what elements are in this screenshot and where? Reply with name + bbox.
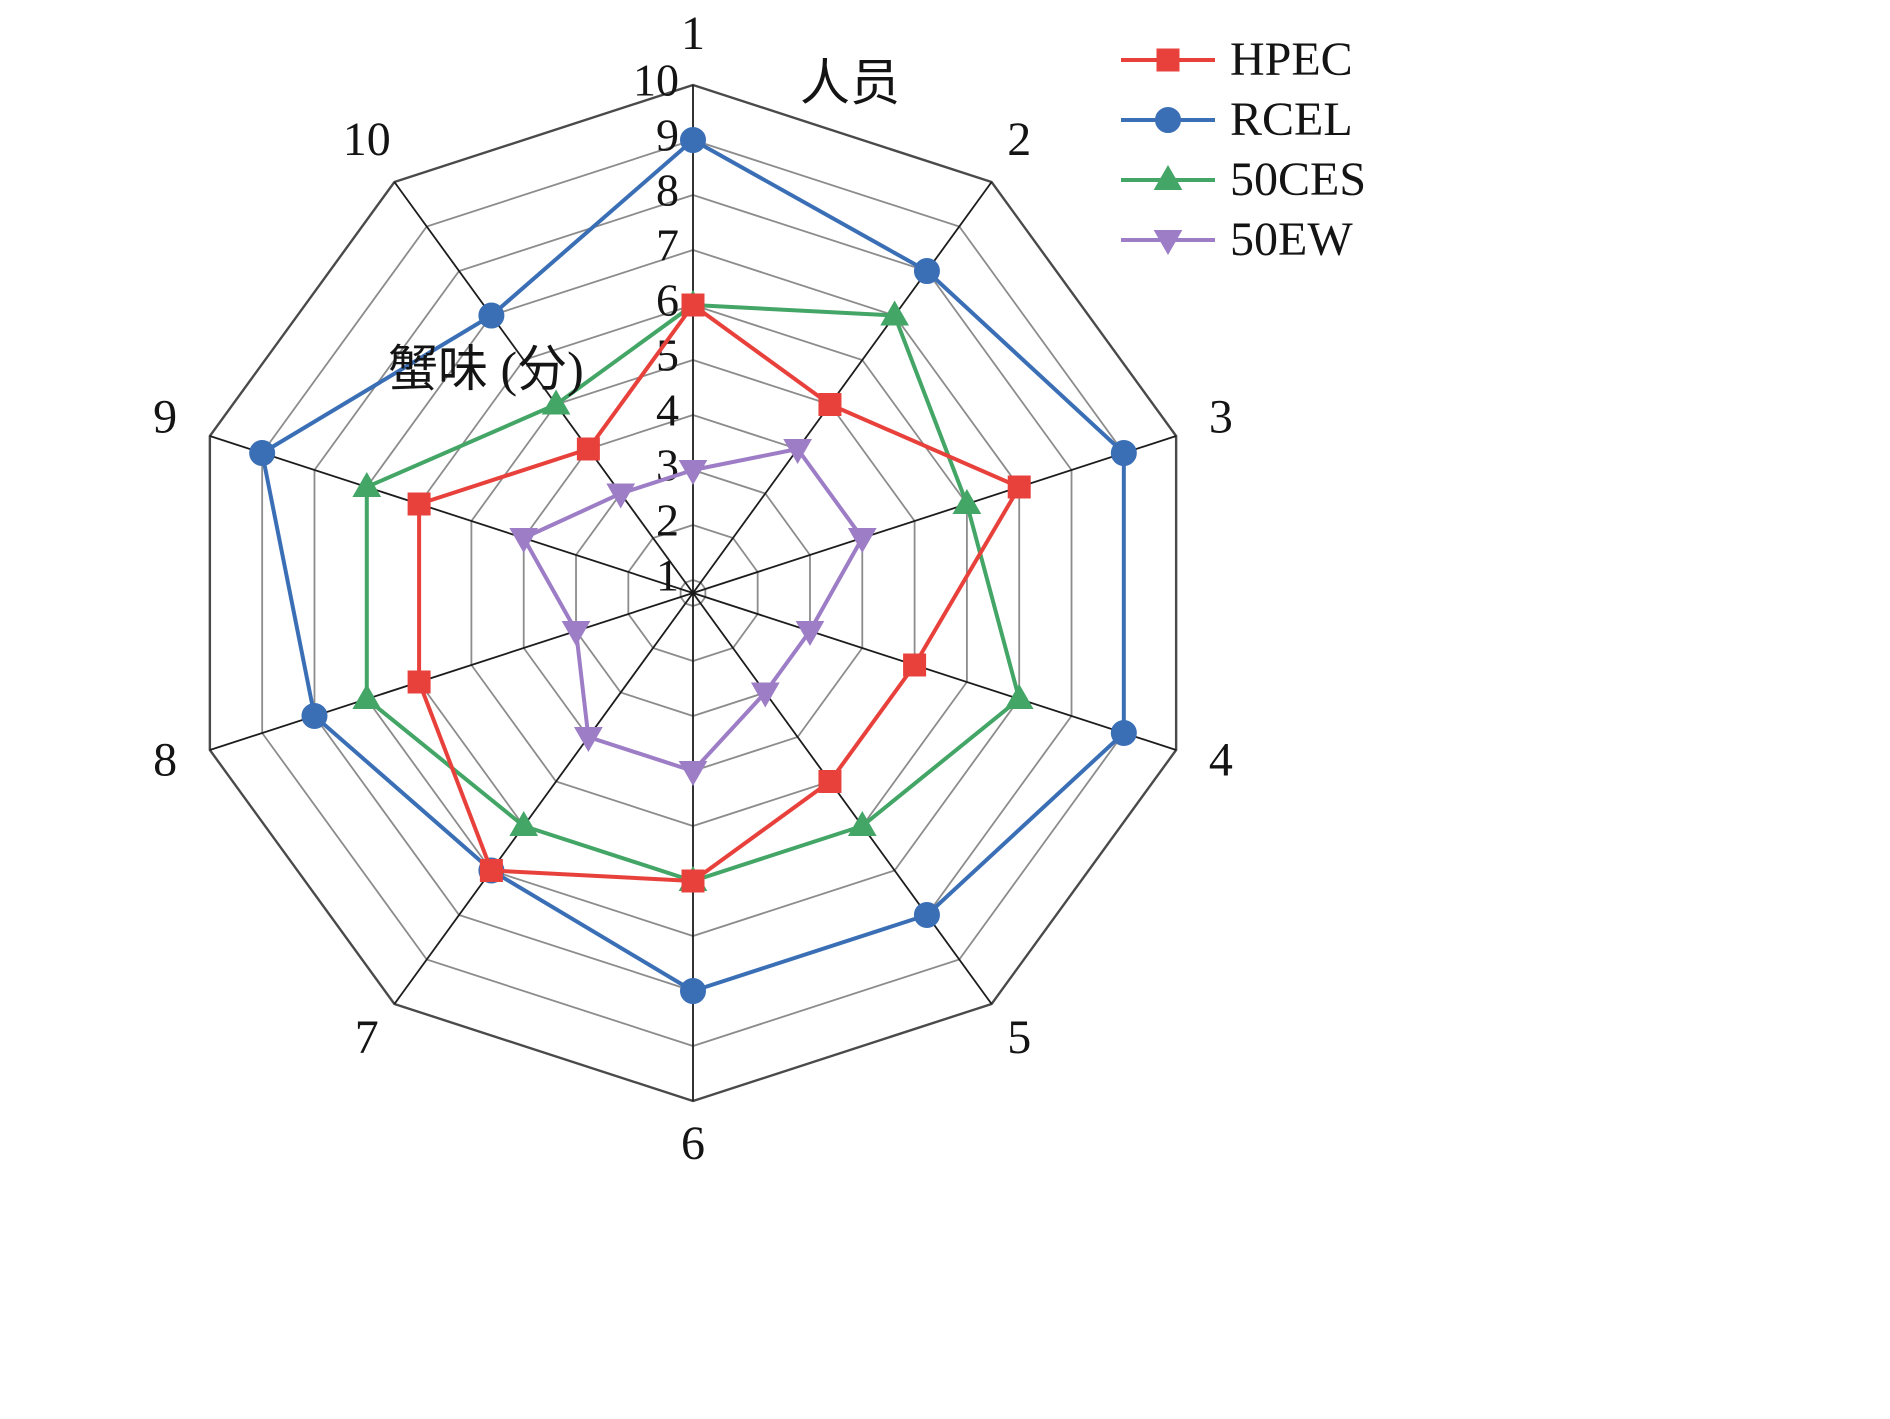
legend-label-hpec: HPEC (1230, 33, 1353, 86)
marker-RCEL-4 (1110, 719, 1137, 746)
r-tick-label-6: 6 (656, 275, 679, 326)
axis-spoke-8 (209, 592, 694, 751)
legend-item-hpec: HPEC (1118, 30, 1366, 90)
50ew-line-triangle-down-icon (1121, 230, 1215, 256)
r-tick-label-10: 10 (633, 55, 679, 106)
category-label-5: 5 (1007, 1011, 1031, 1064)
marker-RCEL-2 (913, 258, 940, 285)
category-label-6: 6 (681, 1117, 705, 1170)
marker-50CES-5 (847, 810, 877, 836)
marker-50CES-3 (952, 488, 982, 515)
axis-spoke-3 (692, 435, 1177, 594)
legend-label-50ew: 50EW (1230, 213, 1353, 266)
category-label-9: 9 (153, 391, 177, 444)
r-tick-label-8: 8 (656, 165, 679, 216)
marker-HPEC-3 (1007, 475, 1031, 499)
marker-RCEL-10 (478, 302, 505, 329)
50CES-legend-marker-icon (1153, 164, 1183, 190)
marker-HPEC-5 (818, 770, 842, 794)
marker-HPEC-9 (407, 492, 431, 516)
radial-axis-title: 蟹味 (分) (388, 341, 584, 397)
legend-item-50ew: 50EW (1118, 210, 1366, 270)
legend-label-50ces: 50CES (1230, 153, 1367, 206)
marker-50EW-6 (678, 761, 708, 787)
legend-item-50ces: 50CES (1118, 150, 1366, 210)
r-tick-label-5: 5 (656, 330, 679, 381)
marker-HPEC-2 (818, 392, 842, 416)
marker-HPEC-10 (576, 437, 600, 461)
marker-50EW-9 (509, 527, 539, 553)
axis-spoke-4 (692, 592, 1177, 751)
HPEC-legend-marker-icon (1156, 48, 1180, 72)
axis-spoke-2 (692, 181, 993, 594)
marker-50CES-4 (1004, 683, 1034, 709)
marker-HPEC-6 (681, 869, 705, 893)
marker-50EW-4 (795, 621, 825, 647)
axis-spoke-7 (393, 592, 694, 1005)
r-tick-label-9: 9 (656, 110, 679, 161)
marker-50CES-10 (541, 389, 571, 415)
r-tick-label-4: 4 (656, 385, 679, 436)
marker-50EW-2 (783, 438, 812, 464)
marker-50EW-1 (678, 460, 708, 486)
marker-RCEL-9 (249, 440, 276, 467)
legend-label-rcel: RCEL (1230, 93, 1353, 146)
r-tick-label-7: 7 (656, 220, 679, 271)
marker-HPEC-7 (479, 858, 503, 882)
marker-HPEC-8 (407, 670, 431, 694)
r-tick-label-2: 2 (656, 495, 679, 546)
marker-RCEL-5 (913, 901, 940, 928)
category-label-10: 10 (343, 113, 391, 166)
axis-spoke-9 (209, 435, 694, 594)
r-tick-label-1: 1 (656, 550, 679, 601)
50EW-legend-marker-icon (1153, 230, 1183, 256)
marker-50EW-10 (606, 483, 636, 509)
marker-50EW-7 (574, 727, 603, 753)
rcel-line-circle-icon (1121, 107, 1215, 133)
marker-50CES-9 (352, 472, 382, 498)
category-label-4: 4 (1209, 734, 1233, 787)
marker-RCEL-8 (301, 702, 328, 729)
legend: HPEC RCEL 50CES 50EW (1118, 30, 1366, 270)
marker-50EW-5 (750, 682, 780, 708)
RCEL-legend-marker-icon (1155, 107, 1181, 133)
category-axis-title: 人员 (800, 55, 900, 111)
category-label-2: 2 (1007, 113, 1031, 166)
50ces-line-triangle-up-icon (1121, 164, 1215, 190)
category-label-3: 3 (1209, 391, 1233, 444)
category-label-7: 7 (355, 1011, 379, 1064)
category-label-1: 1 (681, 7, 705, 60)
category-label-8: 8 (153, 734, 177, 787)
hpec-line-square-icon (1121, 48, 1215, 72)
marker-50CES-8 (352, 683, 382, 709)
marker-50EW-8 (561, 621, 591, 647)
marker-50CES-7 (509, 810, 539, 836)
legend-item-rcel: RCEL (1118, 90, 1366, 150)
axis-spoke-5 (692, 592, 993, 1005)
marker-HPEC-1 (681, 293, 705, 317)
marker-RCEL-1 (680, 127, 706, 153)
marker-HPEC-4 (903, 653, 927, 677)
axis-spoke-10 (393, 181, 694, 594)
marker-50CES-2 (880, 300, 909, 326)
marker-RCEL-3 (1110, 440, 1137, 467)
marker-RCEL-6 (680, 978, 706, 1004)
marker-50EW-3 (847, 527, 877, 553)
